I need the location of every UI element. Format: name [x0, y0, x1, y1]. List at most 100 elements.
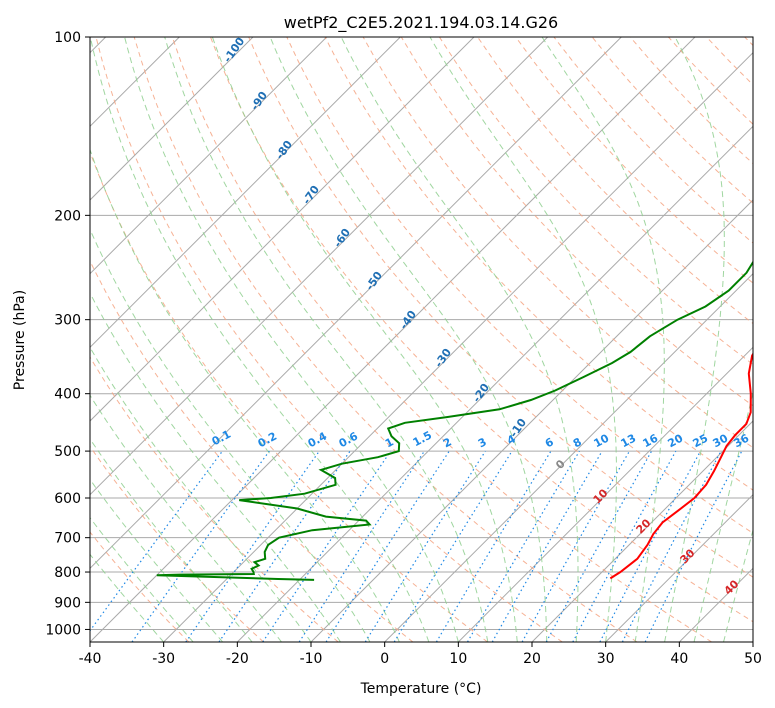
mixing-ratio-line — [599, 450, 702, 642]
moist-adiabat-line — [340, 37, 579, 642]
mixing-ratio-lines — [90, 450, 743, 642]
dry-adiabat-line — [90, 150, 488, 642]
moist-adiabat-label: 40 — [722, 577, 742, 597]
mixing-ratio-label: 0.2 — [256, 430, 279, 451]
moist-adiabat-line — [90, 346, 312, 642]
dry-adiabat-line — [90, 259, 414, 642]
mixing-ratio-label: 1.5 — [411, 429, 434, 450]
mixing-ratio-label: 0.1 — [210, 428, 233, 449]
mixing-ratio-line — [435, 450, 552, 642]
isotherm-line — [384, 272, 753, 642]
x-tick-label: -10 — [300, 651, 323, 667]
moist-adiabat-line — [90, 228, 371, 642]
y-tick-label: 100 — [54, 30, 81, 46]
moist-adiabat-line — [90, 292, 341, 642]
mixing-ratio-label: 0.4 — [306, 429, 330, 450]
dry-adiabat-label: -50 — [363, 269, 385, 293]
moist-adiabats — [90, 37, 753, 642]
dry-adiabat-line — [706, 37, 753, 86]
x-tick-label: 40 — [670, 651, 688, 667]
y-tick-label: 800 — [54, 565, 81, 581]
isotherm-line — [90, 37, 401, 349]
mixing-ratio-line — [393, 450, 513, 642]
mixing-ratio-label: 36 — [732, 431, 752, 450]
y-axis: 100 200 300 400 500 600 700 800 900 1000 — [45, 30, 90, 638]
mixing-ratio-line — [218, 450, 351, 642]
dry-adiabat-line — [438, 37, 753, 366]
y-axis-label: Pressure (hPa) — [12, 290, 28, 390]
mixing-ratio-label: 2 — [441, 435, 454, 450]
mixing-ratio-line — [298, 450, 425, 642]
mixing-ratio-line — [466, 450, 580, 642]
moist-adiabat-line — [90, 438, 253, 642]
y-tick-label: 200 — [54, 208, 81, 224]
x-tick-label: 0 — [380, 651, 389, 667]
profile-line — [609, 352, 753, 580]
mixing-ratio-line — [521, 450, 631, 642]
moist-adiabat-line — [723, 528, 753, 642]
isotherm-grid — [90, 37, 753, 642]
x-tick-label: 50 — [744, 651, 762, 667]
moist-adiabat-line — [90, 478, 223, 642]
moist-adiabat-line — [164, 37, 489, 642]
moist-adiabat-line — [211, 37, 518, 642]
mixing-ratio-label: 10 — [592, 431, 612, 450]
moist-adiabat-line — [90, 148, 400, 642]
x-tick-label: -40 — [79, 651, 102, 667]
dry-adiabat-line — [171, 37, 712, 642]
moist-adiabat-line — [269, 37, 548, 642]
dry-adiabat-label: -20 — [470, 381, 492, 405]
moist-adiabat-label: 0 — [553, 457, 568, 472]
mixing-ratio-line — [90, 450, 223, 632]
isotherm-line — [90, 37, 328, 275]
dry-adiabat-line — [553, 37, 753, 244]
moist-adiabat-line — [90, 37, 430, 642]
dry-adiabat-line — [744, 37, 753, 47]
mixing-ratio-label: 16 — [641, 431, 661, 450]
isotherm-line — [236, 125, 753, 642]
dry-adiabat-line — [286, 37, 753, 534]
y-tick-label: 900 — [54, 595, 81, 611]
dry-adiabat-line — [90, 531, 190, 642]
plot-frame — [89, 36, 754, 643]
dry-adiabat-line — [477, 37, 753, 325]
dry-adiabat-line — [133, 37, 638, 642]
isotherm-line — [457, 346, 753, 642]
moist-adiabat-label: 10 — [591, 486, 611, 506]
moist-adiabat-line — [429, 37, 617, 642]
mixing-ratio-line — [545, 450, 653, 642]
isobar-grid — [90, 37, 753, 630]
dry-adiabat-line — [90, 356, 339, 642]
mixing-ratio-line — [364, 450, 486, 642]
dry-adiabat-label: -60 — [331, 226, 353, 250]
y-tick-label: 400 — [54, 387, 81, 403]
moist-adiabat-line — [664, 37, 725, 642]
profile-line — [156, 260, 753, 581]
isotherm-line — [752, 641, 753, 642]
moist-adiabat-line — [541, 37, 665, 642]
mixing-ratio-label: 6 — [543, 435, 556, 450]
moist-adiabat-line — [693, 390, 753, 642]
mixing-ratio-line — [185, 450, 320, 642]
x-tick-label: -30 — [152, 651, 175, 667]
isotherm-line — [90, 37, 475, 422]
moist-adiabat-label: 30 — [678, 546, 698, 566]
mixing-ratio-label: 30 — [711, 431, 731, 450]
dry-adiabats — [90, 37, 753, 642]
y-tick-label: 700 — [54, 531, 81, 547]
isotherm-line — [605, 493, 753, 642]
isotherm-line — [678, 567, 753, 642]
dry-adiabat-line — [90, 445, 264, 642]
x-tick-label: 10 — [449, 651, 467, 667]
dry-adiabat-label: -70 — [300, 183, 322, 207]
dry-adiabat-line — [515, 37, 753, 284]
x-axis-label: Temperature (°C) — [360, 681, 482, 697]
dry-adiabat-label: -90 — [248, 89, 270, 113]
moist-adiabat-label: 20 — [634, 516, 654, 536]
mixing-ratio-label: 8 — [571, 435, 584, 450]
moist-adiabat-line — [90, 516, 194, 642]
isotherm-line — [90, 37, 549, 496]
mixing-ratio-line — [262, 450, 392, 642]
mixing-ratio-label: 13 — [619, 432, 639, 451]
y-tick-label: 300 — [54, 313, 81, 329]
